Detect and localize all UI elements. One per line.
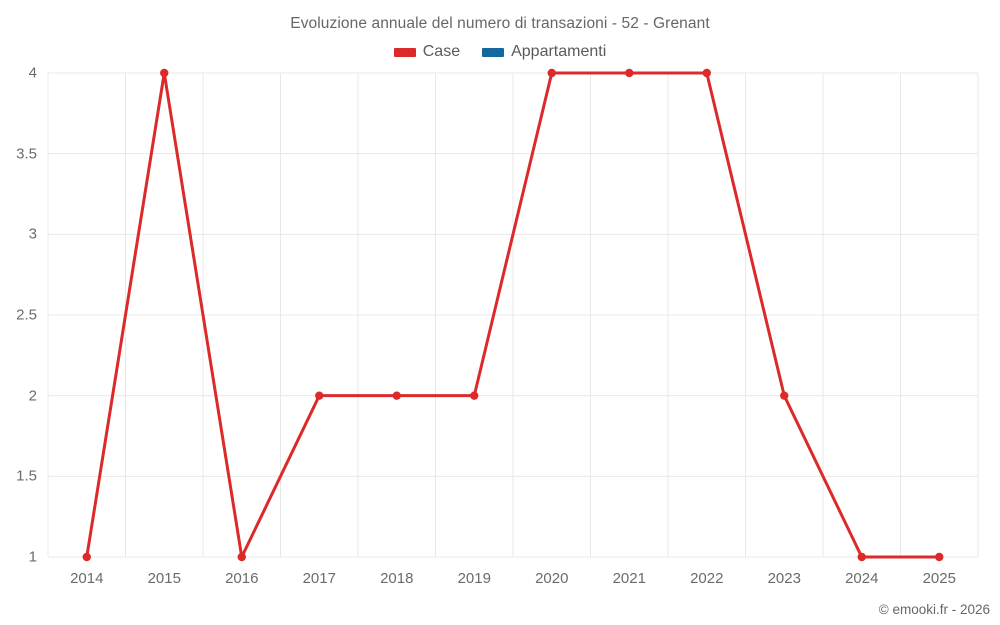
chart-legend: Case Appartamenti xyxy=(0,43,1000,61)
data-point-marker[interactable] xyxy=(82,552,91,562)
legend-swatch-case xyxy=(393,47,416,57)
x-tick-label: 2014 xyxy=(70,570,104,587)
data-point-marker[interactable] xyxy=(857,552,866,562)
data-point-marker[interactable] xyxy=(625,68,634,78)
chart-title: Evoluzione annuale del numero di transaz… xyxy=(290,15,710,32)
x-tick-label: 2018 xyxy=(380,570,414,587)
data-point-marker[interactable] xyxy=(470,391,479,400)
data-point-marker[interactable] xyxy=(315,391,324,400)
y-tick-label: 1.5 xyxy=(16,467,37,485)
data-point-marker[interactable] xyxy=(160,68,169,78)
data-point-marker[interactable] xyxy=(780,391,789,400)
legend-swatch-appartamenti xyxy=(482,47,505,57)
x-tick-label: 2019 xyxy=(457,570,491,587)
y-tick-label: 2.5 xyxy=(16,306,37,324)
x-tick-label: 2022 xyxy=(690,570,724,587)
data-point-marker[interactable] xyxy=(237,552,246,562)
legend-item-appartamenti[interactable]: Appartamenti xyxy=(482,43,606,61)
data-point-marker[interactable] xyxy=(392,391,401,400)
legend-item-case[interactable]: Case xyxy=(393,43,461,61)
y-tick-label: 4 xyxy=(28,64,37,82)
y-tick-label: 2 xyxy=(28,387,37,405)
chart-credit: © emooki.fr - 2026 xyxy=(878,602,990,617)
y-tick-label: 1 xyxy=(28,548,37,566)
y-tick-label: 3.5 xyxy=(16,145,37,163)
series-line xyxy=(85,71,941,559)
x-tick-label: 2025 xyxy=(922,570,956,587)
x-tick-label: 2024 xyxy=(845,570,879,587)
data-point-marker[interactable] xyxy=(702,68,711,78)
data-point-marker[interactable] xyxy=(547,68,556,78)
x-tick-label: 2016 xyxy=(225,570,259,587)
x-tick-label: 2017 xyxy=(302,570,336,587)
data-point-marker[interactable] xyxy=(935,552,944,562)
series-case xyxy=(82,68,944,562)
legend-label-appartamenti: Appartamenti xyxy=(511,43,607,60)
legend-label-case: Case xyxy=(422,43,461,60)
x-tick-label: 2020 xyxy=(535,570,569,587)
x-tick-label: 2015 xyxy=(147,570,181,587)
x-tick-label: 2023 xyxy=(767,570,801,587)
y-tick-label: 3 xyxy=(28,225,37,243)
x-tick-label: 2021 xyxy=(612,570,646,587)
